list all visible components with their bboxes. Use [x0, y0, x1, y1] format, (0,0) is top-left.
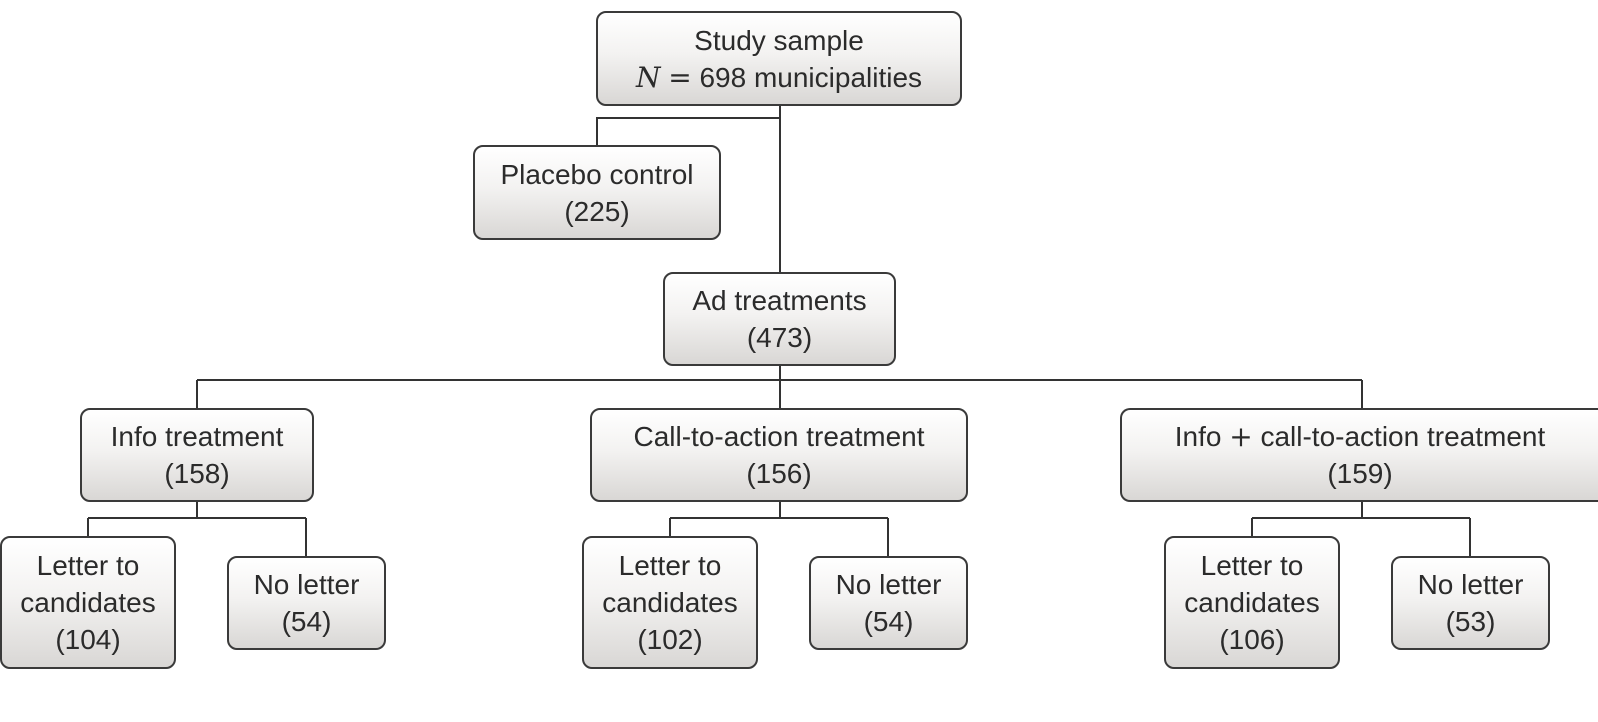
- placebo-label: Placebo control: [500, 158, 694, 190]
- connector-cta-to-letters: [669, 502, 889, 556]
- cta-letter-line1: Letter to: [618, 550, 722, 581]
- infocta-no-letter-box: No letter (53): [1391, 556, 1550, 650]
- infocta-label-b: call-to-action treatment: [1260, 421, 1546, 452]
- n-text: 698 municipalities: [699, 61, 923, 93]
- infocta-noletter-count: (53): [1445, 606, 1496, 637]
- info-letter-line1: Letter to: [36, 550, 140, 581]
- connector-info-to-letters: [87, 502, 307, 556]
- cta-count: (156): [746, 458, 812, 489]
- info-treatment-box: Info treatment (158): [80, 408, 314, 502]
- cta-letter-count: (102): [637, 624, 703, 655]
- cta-noletter-count: (54): [863, 606, 914, 637]
- plus-sign: +: [1229, 420, 1253, 453]
- infocta-letter-count: (106): [1219, 624, 1285, 655]
- info-count: (158): [164, 458, 230, 489]
- infocta-noletter-label: No letter: [1417, 569, 1524, 600]
- infocta-label: Info + call-to-action treatment: [1175, 418, 1546, 455]
- connector-infocta-to-letters: [1251, 502, 1471, 556]
- info-letter-line2: candidates: [20, 587, 156, 618]
- connector-sample-to-placebo: [596, 117, 780, 145]
- n-equals: =: [668, 60, 692, 94]
- ad-treatments-box: Ad treatments (473): [663, 272, 896, 366]
- infocta-letter-box: Letter to candidates (106): [1164, 536, 1340, 669]
- cta-no-letter-box: No letter (54): [809, 556, 968, 650]
- placebo-count: (225): [564, 195, 630, 227]
- cta-label: Call-to-action treatment: [633, 421, 925, 452]
- infocta-letter-line1: Letter to: [1200, 550, 1304, 581]
- cta-treatment-box: Call-to-action treatment (156): [590, 408, 968, 502]
- infocta-letter-line2: candidates: [1184, 587, 1320, 618]
- cta-noletter-label: No letter: [835, 569, 942, 600]
- study-sample-box: Study sample N = 698 municipalities: [596, 11, 962, 106]
- info-letter-count: (104): [55, 624, 121, 655]
- ad-label: Ad treatments: [692, 285, 867, 316]
- info-no-letter-box: No letter (54): [227, 556, 386, 650]
- connector-ad-to-treatments: [196, 366, 1363, 408]
- study-sample-count: N = 698 municipalities: [636, 59, 922, 96]
- study-sample-label: Study sample: [694, 24, 864, 56]
- ad-count: (473): [746, 322, 813, 353]
- cta-letter-line2: candidates: [602, 587, 738, 618]
- n-symbol: N: [635, 60, 661, 94]
- info-letter-box: Letter to candidates (104): [0, 536, 176, 669]
- infocta-count: (159): [1327, 458, 1393, 489]
- placebo-control-box: Placebo control (225): [473, 145, 721, 240]
- info-noletter-count: (54): [281, 606, 332, 637]
- info-noletter-label: No letter: [253, 569, 360, 600]
- info-cta-treatment-box: Info + call-to-action treatment (159): [1120, 408, 1598, 502]
- infocta-label-a: Info: [1174, 421, 1222, 452]
- info-label: Info treatment: [110, 421, 284, 452]
- cta-letter-box: Letter to candidates (102): [582, 536, 758, 669]
